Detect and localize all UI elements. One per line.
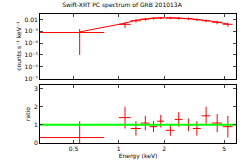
svg-text:2: 2: [34, 103, 38, 110]
svg-text:0.01: 0.01: [24, 16, 38, 23]
svg-text:3: 3: [34, 85, 38, 92]
svg-text:ratio: ratio: [24, 107, 31, 121]
svg-text:1: 1: [117, 145, 121, 152]
svg-text:2: 2: [162, 145, 166, 152]
svg-text:10⁻⁷: 10⁻⁷: [25, 75, 39, 82]
svg-text:10⁻³: 10⁻³: [25, 27, 39, 34]
svg-text:1: 1: [34, 121, 38, 128]
svg-text:10⁻⁶: 10⁻⁶: [25, 63, 39, 70]
svg-text:0: 0: [34, 139, 38, 146]
svg-text:Energy (keV): Energy (keV): [119, 152, 158, 160]
svg-text:10⁻⁵: 10⁻⁵: [25, 51, 39, 58]
svg-text:counts s⁻¹ keV⁻¹: counts s⁻¹ keV⁻¹: [15, 21, 22, 71]
svg-text:5: 5: [222, 145, 226, 152]
svg-text:0.5: 0.5: [69, 145, 79, 152]
svg-text:10⁻⁴: 10⁻⁴: [25, 39, 39, 46]
svg-text:Swift-XRT PC spectrum of GRB 2: Swift-XRT PC spectrum of GRB 201013A: [62, 1, 182, 9]
